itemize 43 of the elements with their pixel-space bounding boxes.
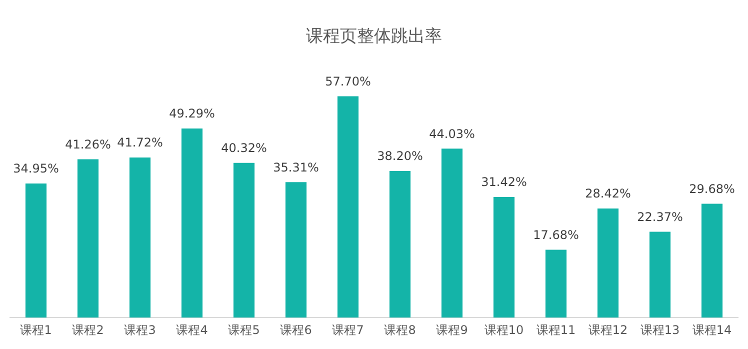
data-label: 34.95% xyxy=(13,162,59,176)
x-tick-label: 课程9 xyxy=(436,322,468,337)
x-tick-label: 课程6 xyxy=(280,322,312,337)
data-label: 57.70% xyxy=(325,74,371,88)
x-tick-label: 课程14 xyxy=(692,322,732,337)
data-label: 38.20% xyxy=(377,149,423,164)
x-tick-label: 课程2 xyxy=(72,322,104,337)
x-tick-label: 课程13 xyxy=(640,322,680,337)
data-label: 28.42% xyxy=(585,186,631,201)
data-label: 41.26% xyxy=(65,137,111,152)
bar xyxy=(25,184,47,318)
x-tick-label: 课程1 xyxy=(20,322,52,337)
bar xyxy=(233,162,255,318)
data-label: 29.68% xyxy=(689,182,735,196)
bar xyxy=(701,204,723,318)
bar xyxy=(77,159,99,318)
data-label: 40.32% xyxy=(221,141,267,156)
x-tick-label: 课程7 xyxy=(332,322,364,337)
bar xyxy=(337,96,359,318)
bar xyxy=(649,232,671,318)
bar xyxy=(597,208,619,318)
x-tick-label: 课程11 xyxy=(536,322,576,337)
bar xyxy=(285,182,307,318)
x-tick-label: 课程4 xyxy=(176,322,208,337)
data-label: 41.72% xyxy=(117,136,163,150)
bar xyxy=(493,197,515,318)
bar xyxy=(441,148,463,318)
x-tick-label: 课程12 xyxy=(588,322,628,337)
bar xyxy=(181,128,203,318)
chart-title: 课程页整体跳出率 xyxy=(306,26,442,47)
bar xyxy=(389,171,411,318)
bar xyxy=(129,158,151,318)
data-label: 44.03% xyxy=(429,126,475,141)
data-label: 31.42% xyxy=(481,175,527,190)
data-label: 22.37% xyxy=(637,210,683,224)
bar xyxy=(545,250,567,318)
data-label: 49.29% xyxy=(169,106,215,121)
x-tick-label: 课程10 xyxy=(484,322,524,337)
data-label: 35.31% xyxy=(273,160,319,174)
data-label: 17.68% xyxy=(533,228,579,242)
x-tick-label: 课程3 xyxy=(124,322,156,337)
x-tick-label: 课程5 xyxy=(228,322,260,337)
x-tick-label: 课程8 xyxy=(384,322,416,337)
